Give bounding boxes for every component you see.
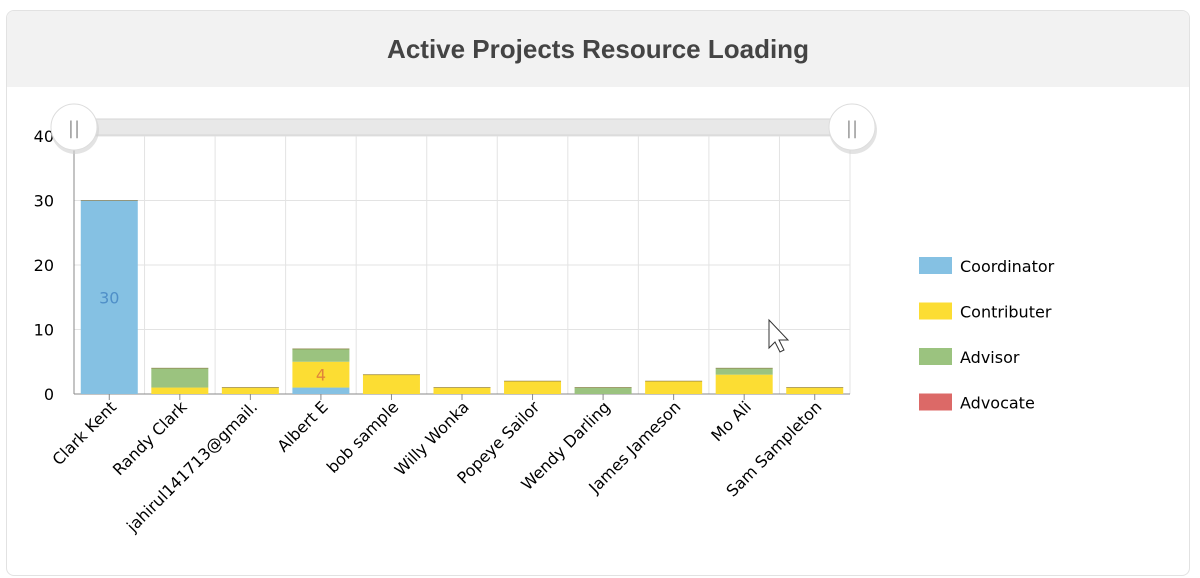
- bar-coordinator: [292, 387, 350, 394]
- bar-contributer: [786, 387, 844, 394]
- bar-contributer: [221, 387, 279, 394]
- x-tick-label: Albert E: [273, 397, 331, 455]
- bar-coordinator: [80, 200, 138, 394]
- legend-label-coordinator[interactable]: Coordinator: [960, 257, 1055, 276]
- bar-advisor: [151, 368, 209, 388]
- x-tick-label: jahirul141713@gmail.: [122, 397, 261, 536]
- legend-label-advisor[interactable]: Advisor: [960, 348, 1020, 367]
- bar-contributer: [645, 381, 703, 394]
- x-tick-label: Mo Ali: [707, 397, 755, 445]
- y-tick-label: 40: [34, 127, 54, 146]
- bar-advisor: [574, 387, 632, 394]
- chart-title: Active Projects Resource Loading: [387, 33, 809, 64]
- bar-contributer: [433, 387, 491, 394]
- grip-icon: ||: [68, 118, 80, 139]
- data-label: 30: [99, 288, 119, 307]
- bar-contributer: [504, 381, 562, 394]
- legend-swatch-coordinator[interactable]: [919, 257, 952, 274]
- bar-contributer: [715, 374, 773, 394]
- bar-advisor: [292, 348, 350, 362]
- legend-swatch-advisor[interactable]: [919, 348, 952, 365]
- y-tick-label: 30: [34, 192, 54, 211]
- legend-label-contributer[interactable]: Contributer: [960, 303, 1052, 322]
- x-tick-label: bob sample: [323, 397, 402, 476]
- bar-advisor: [715, 368, 773, 375]
- y-tick-label: 10: [34, 321, 54, 340]
- legend-label-advocate[interactable]: Advocate: [960, 394, 1035, 413]
- scrollbar-right-handle[interactable]: [828, 103, 876, 151]
- bar-contributer: [151, 387, 209, 394]
- bar-contributer: [362, 374, 420, 394]
- x-tick-label: Clark Kent: [48, 397, 120, 469]
- data-label: 4: [316, 366, 326, 385]
- bar-contributer: [292, 361, 350, 388]
- grip-icon: ||: [846, 118, 858, 139]
- chart-card: Active Projects Resource Loading: [6, 10, 1190, 576]
- card-header: Active Projects Resource Loading: [7, 11, 1189, 87]
- scrollbar-track[interactable]: [73, 118, 853, 136]
- legend-swatch-advocate[interactable]: [919, 393, 952, 411]
- mouse-cursor-icon: [768, 318, 790, 353]
- y-tick-label: 0: [44, 385, 54, 404]
- legend-swatch-contributer[interactable]: [919, 302, 952, 320]
- y-tick-label: 20: [34, 256, 54, 275]
- scrollbar-left-handle[interactable]: [50, 103, 98, 151]
